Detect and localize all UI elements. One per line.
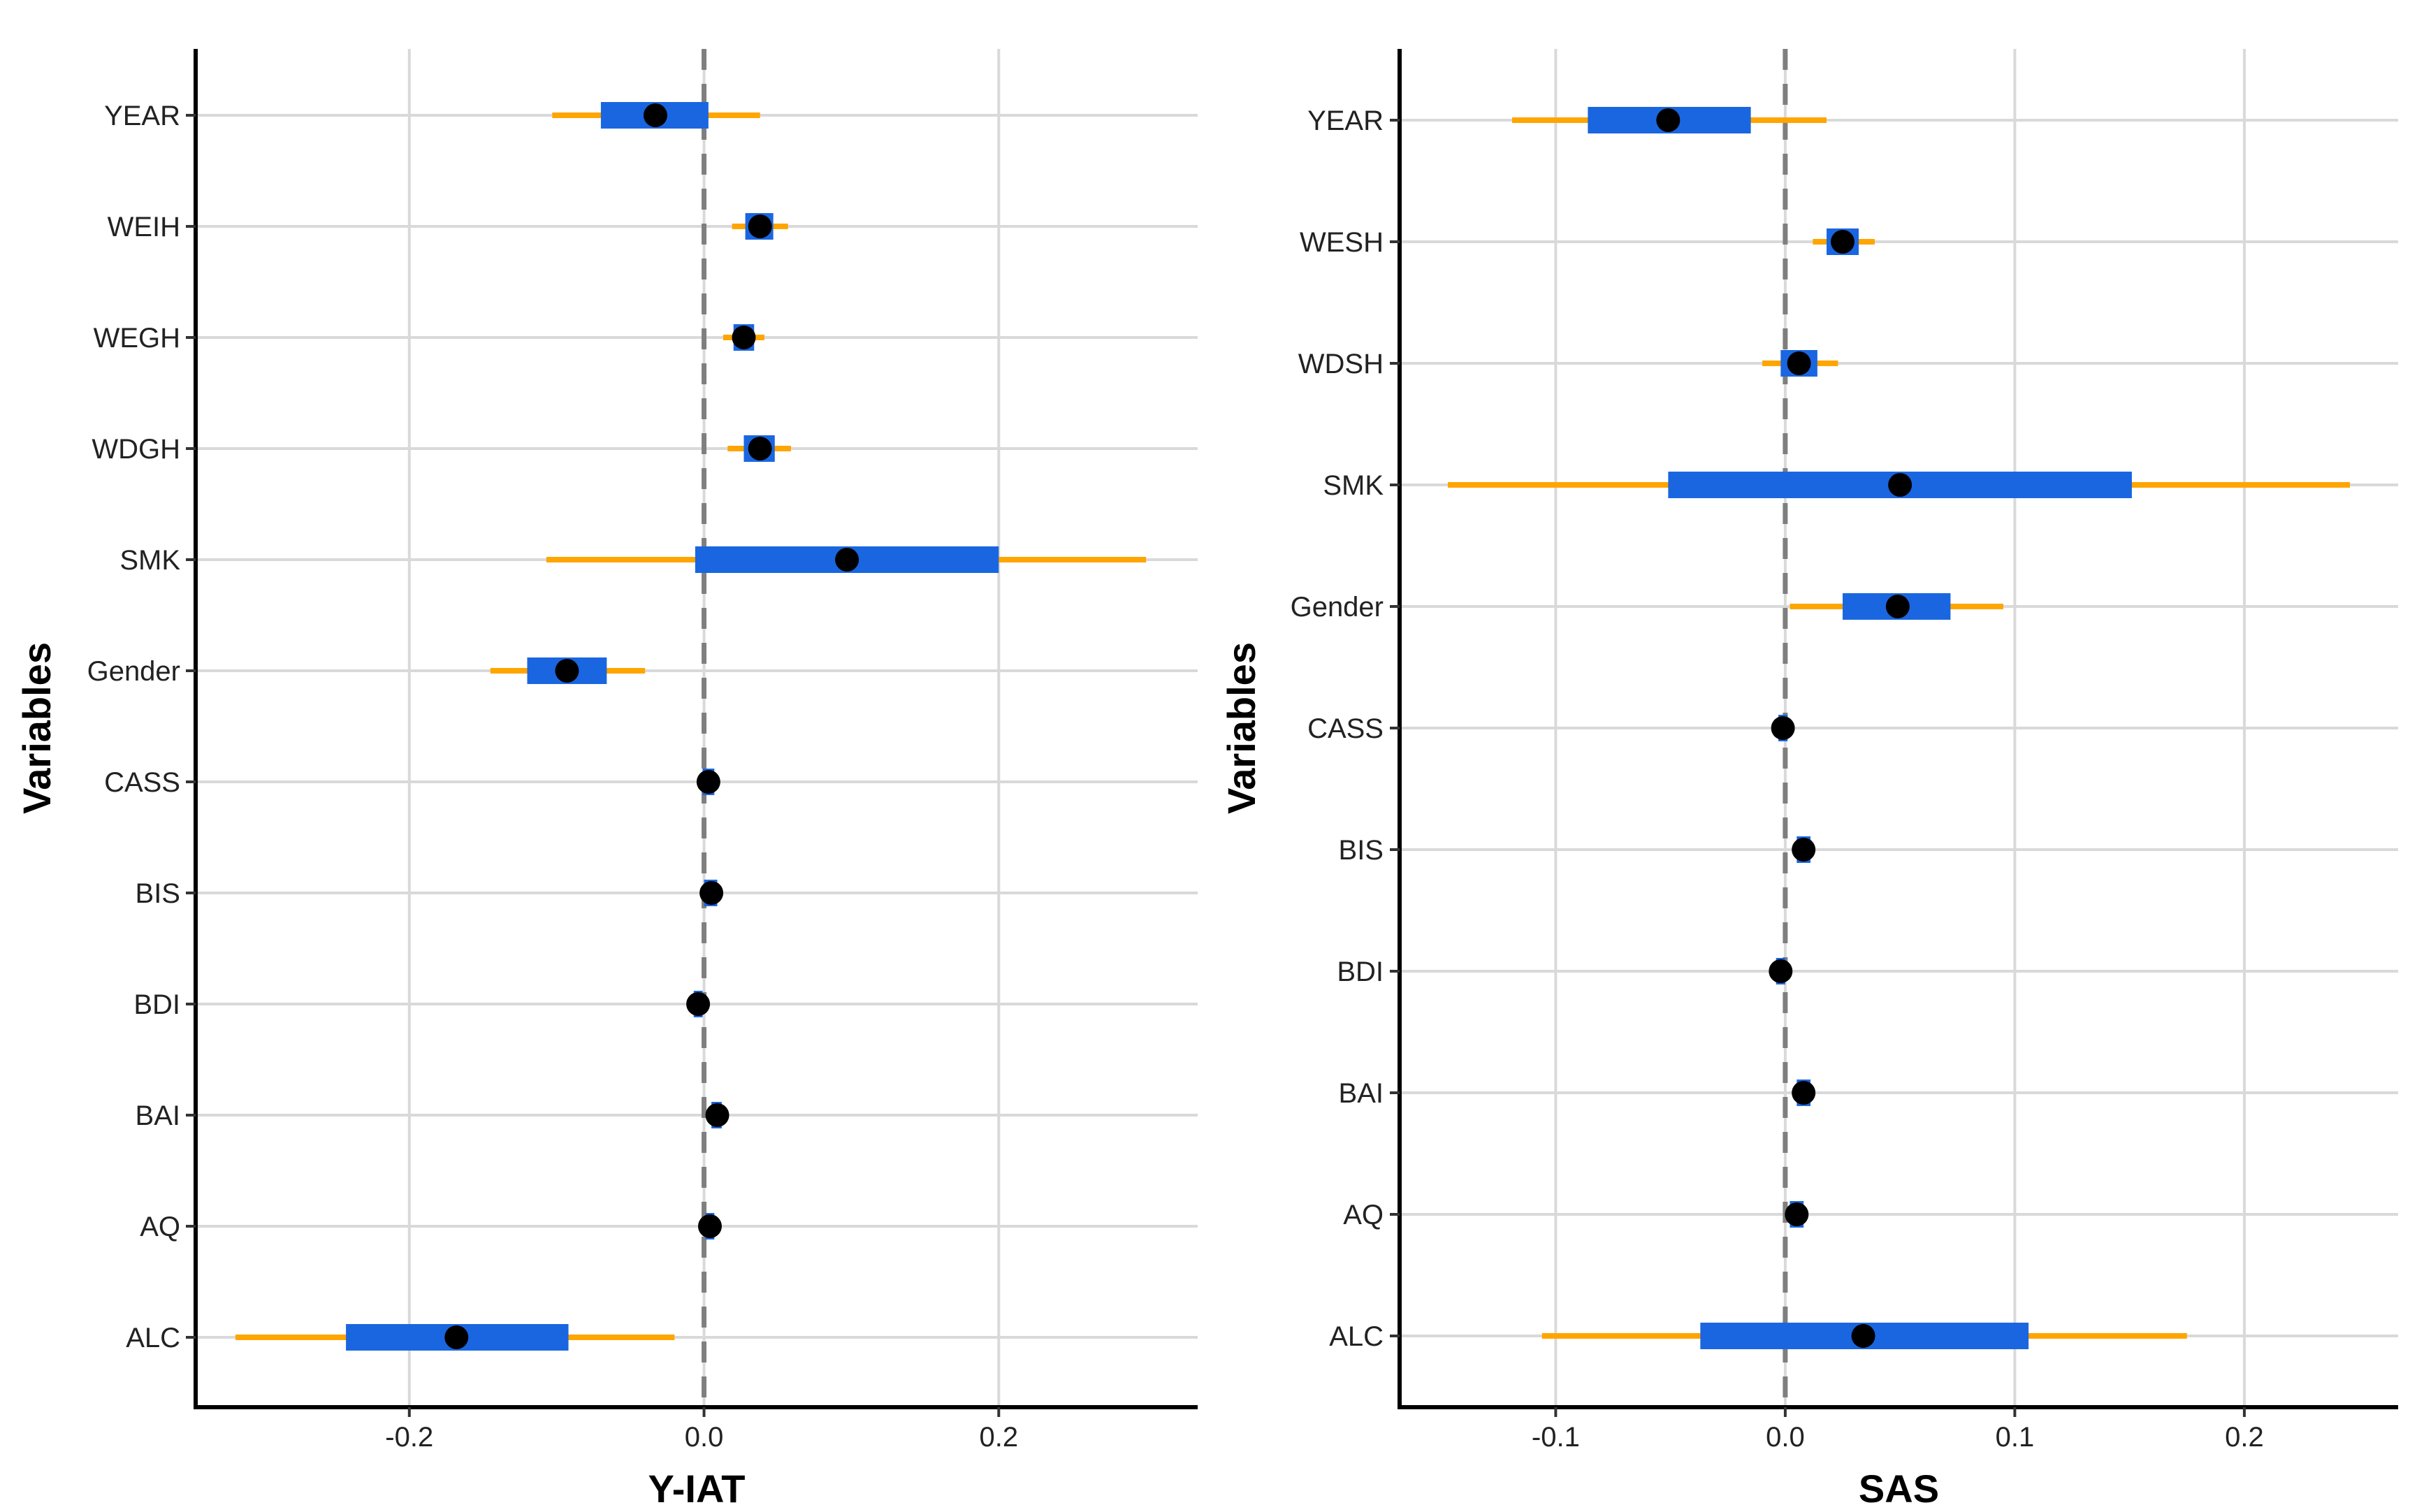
forest-row: [490, 657, 646, 684]
estimate-point: [697, 1214, 722, 1238]
y-axis-title: Variables: [1219, 642, 1263, 814]
estimate-point: [732, 326, 756, 349]
y-tick-label: WESH: [1300, 227, 1384, 258]
y-tick-label: YEAR: [104, 101, 180, 131]
forest-row: [552, 102, 760, 129]
forest-row: [723, 324, 765, 351]
forest-row: [699, 880, 724, 906]
y-tick-label: SMK: [1323, 470, 1384, 501]
forest-row: [1541, 1323, 2187, 1349]
estimate-point: [1885, 595, 1910, 618]
y-tick-label: AQ: [140, 1212, 180, 1242]
forest-row: [697, 1213, 722, 1240]
estimate-point: [1851, 1324, 1875, 1348]
estimate-point: [1792, 838, 1816, 862]
panel-sas: YEAR WESH WDSH SMK Gender CASS BIS BDI BAI AQ ALC -…: [1219, 49, 2398, 1511]
estimate-point: [835, 548, 859, 572]
y-axis-title: Variables: [15, 642, 59, 814]
y-tick-label: ALC: [1329, 1321, 1384, 1352]
estimate-point: [1787, 351, 1811, 375]
forest-row: [1511, 107, 1827, 133]
y-tick-label: AQ: [1343, 1200, 1384, 1230]
x-tick-label: 0.0: [1766, 1422, 1805, 1453]
y-tick-label: BDI: [133, 989, 180, 1020]
forest-row: [705, 1102, 730, 1128]
x-axis-title: SAS: [1859, 1467, 1939, 1511]
x-axis-title: Y-IAT: [648, 1467, 746, 1511]
y-tick-label: WEGH: [94, 323, 180, 354]
forest-row: [1762, 350, 1838, 377]
forest-row: [1785, 1201, 1809, 1228]
y-tick-label: BAI: [136, 1100, 180, 1131]
y-tick-label: WDSH: [1298, 349, 1384, 379]
forest-row: [546, 546, 1147, 573]
forest-row: [1813, 228, 1875, 255]
forest-row: [1769, 958, 1793, 984]
y-tick-label: SMK: [119, 545, 180, 576]
forest-row: [727, 435, 791, 462]
y-tick-label: ALC: [126, 1323, 180, 1353]
estimate-point: [748, 215, 772, 238]
estimate-point: [1769, 959, 1793, 983]
forest-row: [1792, 836, 1816, 863]
forest-row: [235, 1324, 675, 1351]
x-tick-label: 0.1: [1996, 1422, 2035, 1453]
estimate-point: [696, 770, 720, 794]
estimate-point: [699, 881, 724, 905]
y-tick-label: Gender: [1291, 592, 1384, 623]
estimate-point: [748, 437, 772, 460]
x-tick-label: 0.2: [2225, 1422, 2264, 1453]
estimate-point: [1771, 716, 1795, 740]
panel-y-iat: YEAR WEIH WEGH WDGH SMK Gender CASS BIS BDI BAI AQ…: [15, 49, 1198, 1511]
x-tick-label: 0.0: [685, 1422, 724, 1453]
estimate-point: [1785, 1202, 1809, 1226]
y-tick-label: Gender: [87, 656, 180, 687]
estimate-point: [705, 1103, 730, 1127]
forest-row: [1790, 593, 2003, 620]
estimate-point: [1656, 108, 1681, 132]
forest-row: [1447, 472, 2351, 498]
y-tick-label: BIS: [136, 878, 180, 909]
x-tick-label: -0.1: [1532, 1422, 1580, 1453]
x-tick-label: 0.2: [980, 1422, 1019, 1453]
estimate-point: [555, 659, 579, 683]
y-tick-label: WEIH: [108, 212, 180, 242]
estimate-point: [1888, 473, 1912, 497]
y-tick-label: YEAR: [1307, 106, 1384, 136]
forest-row: [1771, 715, 1795, 741]
y-tick-label: BIS: [1339, 835, 1384, 866]
estimate-point: [444, 1325, 469, 1349]
forest-row: [1792, 1080, 1816, 1106]
y-tick-label: CASS: [1307, 713, 1384, 744]
forest-row: [732, 213, 788, 240]
estimate-point: [686, 992, 711, 1016]
y-tick-label: CASS: [104, 767, 180, 798]
forest-row: [696, 769, 720, 795]
y-tick-label: BDI: [1337, 957, 1384, 987]
forest-row: [686, 991, 711, 1017]
x-tick-label: -0.2: [385, 1422, 433, 1453]
y-tick-label: BAI: [1339, 1078, 1384, 1109]
estimate-point: [1831, 230, 1855, 254]
estimate-point: [643, 103, 667, 127]
y-tick-label: WDGH: [92, 434, 180, 465]
estimate-point: [1792, 1081, 1816, 1105]
